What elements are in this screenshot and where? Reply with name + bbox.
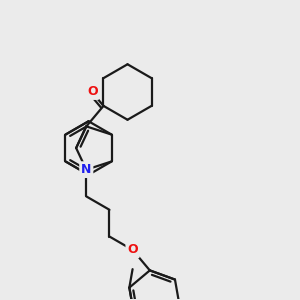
Text: O: O — [127, 243, 138, 256]
Text: N: N — [81, 163, 92, 176]
Text: O: O — [87, 85, 98, 98]
